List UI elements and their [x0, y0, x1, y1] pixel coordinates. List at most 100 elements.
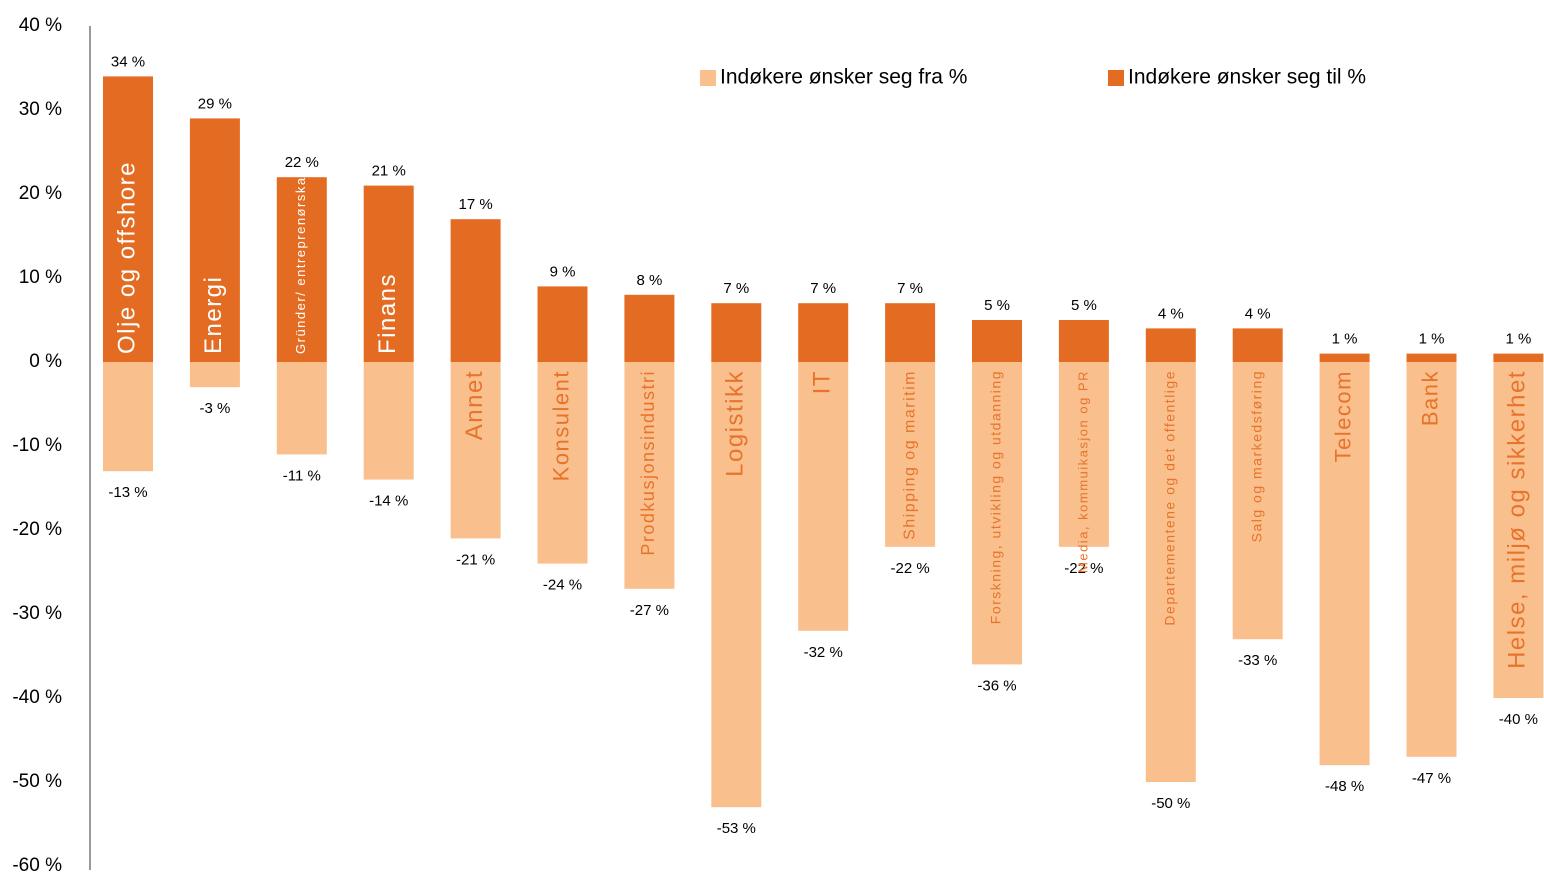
bar [537, 362, 588, 564]
value-label: 21 % [372, 163, 406, 180]
value-label: -50 % [1151, 795, 1190, 812]
value-label: -40 % [1499, 711, 1538, 728]
y-tick-label: -30 % [12, 603, 62, 624]
value-label: 34 % [111, 53, 145, 70]
bar [363, 362, 414, 480]
bar [1406, 353, 1457, 362]
bar [450, 362, 501, 539]
y-tick-label: 10 % [19, 267, 62, 288]
value-label: 5 % [984, 297, 1010, 314]
bar [624, 294, 675, 362]
legend-swatch [1108, 70, 1124, 86]
bar [624, 362, 675, 589]
bar [450, 219, 501, 362]
y-tick-label: -50 % [12, 771, 62, 792]
value-label: -3 % [199, 400, 230, 417]
bar [1493, 353, 1544, 362]
value-label: -21 % [456, 551, 495, 568]
bar [1319, 362, 1370, 766]
value-label: -11 % [283, 467, 321, 484]
y-tick-label: -20 % [12, 519, 62, 540]
bar [1145, 328, 1196, 362]
category-label: Departementene og det offentlige [1162, 370, 1178, 626]
category-label: Forskning, utvikling og utdanning [988, 370, 1004, 624]
bar [711, 362, 762, 808]
value-label: -47 % [1412, 770, 1451, 787]
value-label: 7 % [810, 280, 836, 297]
value-label: -33 % [1238, 652, 1277, 669]
bar [885, 362, 936, 547]
value-label: -24 % [543, 577, 582, 594]
category-label: Media, kommuikasjon og PR [1075, 370, 1090, 573]
bar [798, 303, 849, 362]
bar [1232, 362, 1283, 640]
y-tick-label: -40 % [12, 687, 62, 708]
value-label: -53 % [717, 820, 756, 837]
bar [276, 362, 327, 455]
y-tick-label: 0 % [29, 351, 62, 372]
value-label: 4 % [1245, 305, 1271, 322]
bar [276, 177, 327, 362]
category-label: Logistikk [722, 370, 749, 477]
value-label: -36 % [977, 677, 1016, 694]
bar [1406, 362, 1457, 757]
value-label: 7 % [723, 280, 749, 297]
bar [363, 185, 414, 362]
category-label: Finans [374, 273, 401, 354]
bar [711, 303, 762, 362]
legend-swatch [700, 70, 716, 86]
category-label: Annet [461, 370, 488, 440]
value-label: 5 % [1071, 297, 1097, 314]
value-label: 1 % [1505, 331, 1531, 348]
bar [189, 118, 240, 363]
value-label: 8 % [636, 272, 662, 289]
bar [103, 76, 153, 363]
value-label: -22 % [1064, 560, 1103, 577]
bar [798, 362, 849, 631]
bar [885, 303, 936, 362]
bar [1232, 328, 1283, 362]
value-label: -27 % [630, 602, 669, 619]
value-label: 1 % [1419, 331, 1445, 348]
bar [1319, 353, 1370, 362]
value-label: 4 % [1158, 305, 1184, 322]
bar [103, 362, 153, 472]
category-label: Olje og offshore [113, 161, 140, 354]
value-label: -13 % [108, 484, 147, 501]
value-label: 17 % [458, 196, 492, 213]
value-label: -48 % [1325, 778, 1364, 795]
value-label: -22 % [891, 560, 930, 577]
bar [189, 362, 240, 388]
category-label: Konsulent [548, 370, 573, 481]
legend-label: Indøkere ønsker seg fra % [720, 66, 967, 89]
y-tick-label: 30 % [19, 99, 62, 120]
value-label: 29 % [198, 95, 232, 112]
bar [1058, 362, 1109, 547]
category-label: Prodkusjonsindustri [638, 370, 658, 556]
bar [537, 286, 588, 362]
bar [972, 362, 1022, 665]
category-label: IT [809, 370, 836, 394]
y-tick-label: -10 % [12, 435, 62, 456]
bar [972, 320, 1022, 362]
y-tick-label: -60 % [12, 855, 62, 876]
category-label: Helse, miljø og sikkerhet [1504, 370, 1531, 669]
value-label: 9 % [550, 263, 576, 280]
value-label: 7 % [897, 280, 923, 297]
category-label: Telecom [1330, 370, 1355, 462]
category-label: Shipping og maritim [901, 370, 918, 540]
bar [1058, 320, 1109, 362]
value-label: -14 % [369, 493, 408, 510]
legend-label: Indøkere ønsker seg til % [1128, 66, 1366, 89]
category-label: Gründer/ entreprenørskap [293, 168, 308, 354]
value-label: 22 % [285, 154, 319, 171]
bar [1493, 362, 1544, 698]
value-label: 1 % [1332, 331, 1358, 348]
category-label: Salg og markedsføring [1248, 370, 1264, 542]
value-label: -32 % [804, 644, 843, 661]
y-tick-label: 20 % [19, 183, 62, 204]
y-tick-label: 40 % [19, 15, 62, 36]
category-label: Energi [200, 276, 227, 354]
